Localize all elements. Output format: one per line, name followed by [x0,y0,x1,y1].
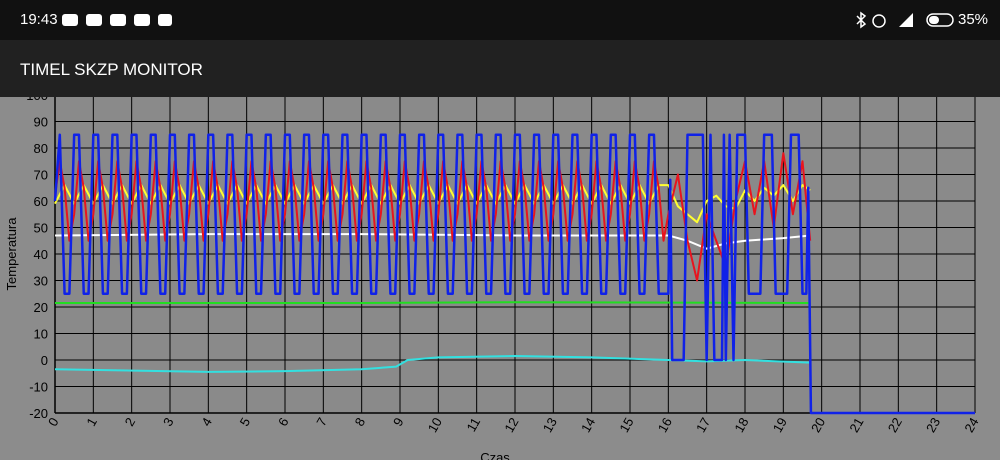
x-tick-label: 0 [45,415,62,429]
x-tick-label: 1 [83,415,100,429]
app-title: TIMEL SKZP MONITOR [20,60,203,79]
notification-icons [62,14,172,26]
status-bar: 19:43 35% [0,0,1000,40]
x-tick-label: 7 [313,415,330,429]
system-icons [856,11,954,29]
y-tick-label: 70 [34,168,48,183]
x-tick-label: 12 [501,415,521,435]
y-tick-label: 10 [34,327,48,342]
x-axis-label: Czas [480,450,510,460]
x-tick-label: 16 [655,415,675,435]
x-tick-label: 24 [961,415,981,435]
x-tick-label: 10 [425,415,445,435]
y-tick-label: 20 [34,300,48,315]
x-tick-label: 3 [160,415,177,429]
y-tick-label: 40 [34,247,48,262]
series-line [54,355,811,373]
app-bar: TIMEL SKZP MONITOR [0,40,1000,97]
x-tick-label: 23 [923,415,943,435]
y-tick-label: 50 [34,221,48,236]
series-line [55,301,811,305]
x-tick-label: 9 [390,415,407,429]
x-tick-label: 11 [464,415,484,434]
x-tick-label: 14 [578,415,598,435]
series-line [53,133,975,415]
x-tick-label: 18 [731,415,751,435]
y-tick-label: -10 [29,380,48,395]
y-tick-label: 30 [34,274,48,289]
clock: 19:43 [20,11,58,28]
x-tick-label: 19 [770,415,790,435]
x-tick-label: 15 [616,415,636,435]
y-axis-label: Temperatura [4,217,19,291]
y-tick-label: 0 [41,353,48,368]
x-tick-label: 4 [198,415,215,429]
battery-level: 35% [958,11,989,28]
y-tick-label: 80 [34,141,48,156]
x-tick-label: 13 [540,415,560,435]
x-tick-label: 8 [352,415,369,429]
x-tick-label: 5 [237,415,254,429]
y-tick-label: 60 [34,194,48,209]
x-tick-label: 17 [693,415,713,435]
y-tick-label: 90 [34,115,48,130]
x-tick-label: 22 [885,415,905,435]
x-tick-label: 21 [846,415,866,435]
y-tick-label: -20 [29,406,48,421]
x-tick-label: 20 [808,415,828,435]
x-tick-label: 2 [122,415,139,429]
x-tick-label: 6 [275,415,292,429]
